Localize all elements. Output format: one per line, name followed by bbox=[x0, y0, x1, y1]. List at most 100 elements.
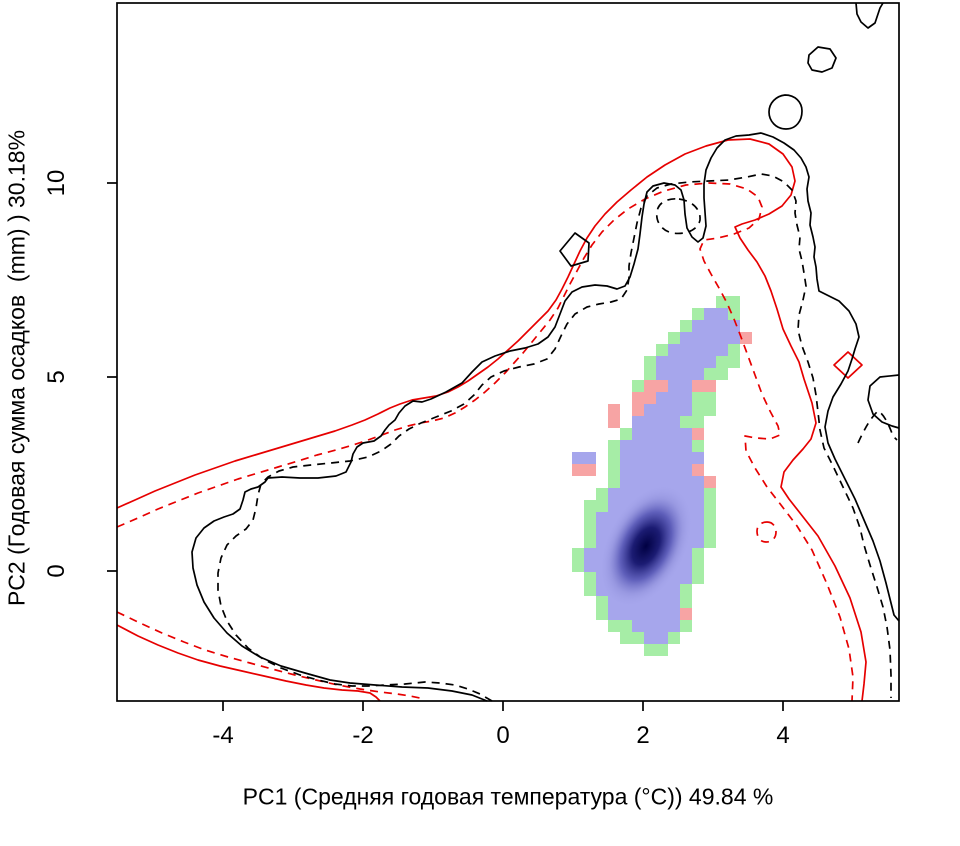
density-cell bbox=[596, 512, 608, 524]
density-cell bbox=[572, 452, 584, 464]
density-cell bbox=[692, 572, 704, 584]
density-cell bbox=[620, 464, 632, 476]
density-cell bbox=[680, 344, 692, 356]
density-cell bbox=[632, 632, 644, 644]
contour-black-solid bbox=[768, 94, 803, 130]
density-cell bbox=[668, 476, 680, 488]
density-cell bbox=[680, 428, 692, 440]
density-cell bbox=[716, 320, 728, 332]
density-cell bbox=[692, 500, 704, 512]
density-cell bbox=[692, 392, 704, 404]
density-cell bbox=[716, 368, 728, 380]
density-cell bbox=[620, 428, 632, 440]
density-cell bbox=[692, 440, 704, 452]
density-cell bbox=[656, 644, 668, 656]
density-cell bbox=[608, 500, 620, 512]
density-cell bbox=[716, 308, 728, 320]
y-tick-label: 0 bbox=[43, 564, 70, 577]
density-cell bbox=[692, 536, 704, 548]
density-cell bbox=[656, 452, 668, 464]
density-cell bbox=[680, 560, 692, 572]
density-cell bbox=[680, 320, 692, 332]
density-cell bbox=[620, 488, 632, 500]
density-cell bbox=[692, 332, 704, 344]
density-cell bbox=[644, 620, 656, 632]
density-cell bbox=[716, 356, 728, 368]
density-cell bbox=[584, 548, 596, 560]
contour-black-solid bbox=[559, 232, 590, 267]
density-cell bbox=[656, 380, 668, 392]
density-cell bbox=[608, 608, 620, 620]
density-cell bbox=[692, 356, 704, 368]
density-cell bbox=[596, 524, 608, 536]
density-cell bbox=[680, 404, 692, 416]
density-cell bbox=[656, 608, 668, 620]
density-cell bbox=[608, 488, 620, 500]
density-cell bbox=[668, 620, 680, 632]
density-cell bbox=[596, 488, 608, 500]
density-cell bbox=[704, 308, 716, 320]
density-cell bbox=[680, 452, 692, 464]
density-cell bbox=[608, 620, 620, 632]
density-cell bbox=[596, 500, 608, 512]
density-cell bbox=[668, 428, 680, 440]
density-cell bbox=[692, 416, 704, 428]
density-cell bbox=[656, 404, 668, 416]
density-cell bbox=[668, 356, 680, 368]
density-cell bbox=[620, 440, 632, 452]
density-cell bbox=[632, 428, 644, 440]
density-cell bbox=[644, 356, 656, 368]
contour-red-solid bbox=[116, 624, 381, 702]
density-core bbox=[599, 484, 693, 608]
contour-black-dashed bbox=[655, 197, 701, 235]
y-tick-label: 5 bbox=[43, 370, 70, 383]
density-cell bbox=[620, 632, 632, 644]
density-cell bbox=[680, 416, 692, 428]
density-cell bbox=[668, 380, 680, 392]
density-cell bbox=[704, 512, 716, 524]
density-cell bbox=[680, 332, 692, 344]
density-cell bbox=[608, 440, 620, 452]
contour-black-solid bbox=[867, 374, 900, 429]
x-axis-title: PC1 (Средняя годовая температура (°C)) 4… bbox=[242, 783, 774, 810]
density-cell bbox=[644, 476, 656, 488]
density-cell bbox=[692, 452, 704, 464]
density-cell bbox=[644, 428, 656, 440]
density-cell bbox=[728, 296, 740, 308]
density-cell bbox=[656, 596, 668, 608]
density-cell bbox=[620, 608, 632, 620]
density-cell bbox=[716, 344, 728, 356]
density-cell bbox=[680, 608, 692, 620]
density-cell bbox=[680, 356, 692, 368]
density-cell bbox=[680, 596, 692, 608]
density-cell bbox=[632, 476, 644, 488]
density-cell bbox=[632, 620, 644, 632]
density-cell bbox=[692, 488, 704, 500]
contour-black-dashed bbox=[217, 173, 892, 702]
contour-red-solid bbox=[116, 138, 867, 702]
density-cell bbox=[692, 476, 704, 488]
density-cell bbox=[656, 416, 668, 428]
density-cell bbox=[692, 512, 704, 524]
density-cell bbox=[728, 332, 740, 344]
density-cell bbox=[644, 440, 656, 452]
density-cell bbox=[584, 584, 596, 596]
density-cell bbox=[584, 512, 596, 524]
density-cell bbox=[692, 404, 704, 416]
density-cell bbox=[704, 404, 716, 416]
x-tick-label: -2 bbox=[352, 722, 373, 749]
density-cell bbox=[668, 404, 680, 416]
density-cell bbox=[680, 464, 692, 476]
density-cell bbox=[668, 416, 680, 428]
density-cell bbox=[692, 560, 704, 572]
density-cell bbox=[572, 560, 584, 572]
x-tick-label: 4 bbox=[776, 722, 789, 749]
density-cell bbox=[632, 464, 644, 476]
density-cell bbox=[620, 476, 632, 488]
contour-black-dashed bbox=[857, 410, 898, 444]
density-cell bbox=[644, 452, 656, 464]
density-cell bbox=[572, 464, 584, 476]
density-cell bbox=[656, 440, 668, 452]
density-cell bbox=[680, 572, 692, 584]
